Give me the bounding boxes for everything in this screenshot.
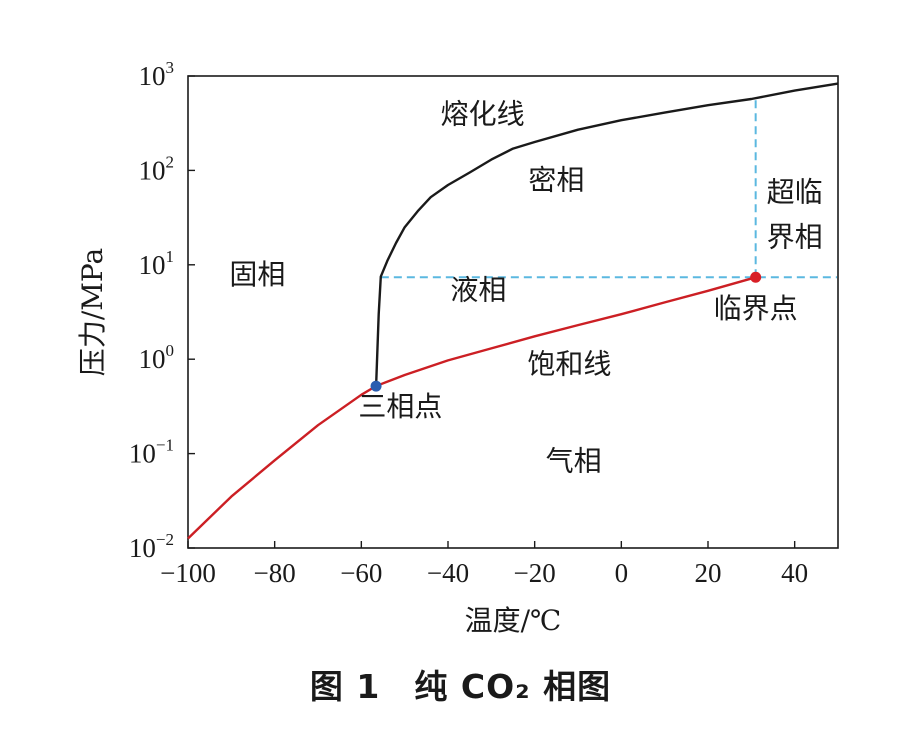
region-label: 三相点 [358,390,442,423]
y-axis-title: 压力/MPa [76,248,109,376]
region-label: 临界点 [714,292,798,325]
y-tick-label: 10−2 [129,530,174,563]
region-label: 密相 [528,164,584,197]
series-line-saturation [187,276,757,540]
region-label: 超临 [767,175,823,208]
axis-ticks: −100 −80 −60 −40 −20 0 20 40 10−2 10−1 100 101 102 10… [129,58,808,588]
x-tick-label: −40 [427,558,469,588]
key-points [370,271,762,392]
x-tick-label: −100 [160,558,216,588]
x-tick-label: 20 [695,558,722,588]
y-tick-label: 103 [139,58,175,91]
plot-area [187,75,839,549]
triple-point-marker [370,380,382,392]
region-label: 饱和线 [527,348,611,381]
y-tick-label: 10−1 [129,436,174,469]
phase-diagram-chart: −100 −80 −60 −40 −20 0 20 40 10−2 10−1 100 101 102 10… [76,58,839,637]
series-line-melting [374,82,839,387]
x-tick-label: −20 [514,558,556,588]
x-tick-label: −80 [254,558,296,588]
region-label: 界相 [767,220,823,253]
series-lines [187,82,839,540]
x-tick-label: 40 [781,558,808,588]
critical-point-marker [750,271,762,283]
region-label: 液相 [450,273,506,306]
x-tick-label: −60 [340,558,382,588]
region-label: 固相 [229,258,285,291]
region-label: 气相 [546,444,602,477]
y-tick-label: 102 [139,152,175,185]
figure-caption: 图 1 纯 CO₂ 相图 [309,667,612,706]
y-tick-label: 101 [139,247,175,280]
x-axis-title: 温度/℃ [465,604,562,637]
y-tick-label: 100 [139,341,175,374]
region-label: 熔化线 [441,98,525,131]
x-tick-label: 0 [615,558,629,588]
